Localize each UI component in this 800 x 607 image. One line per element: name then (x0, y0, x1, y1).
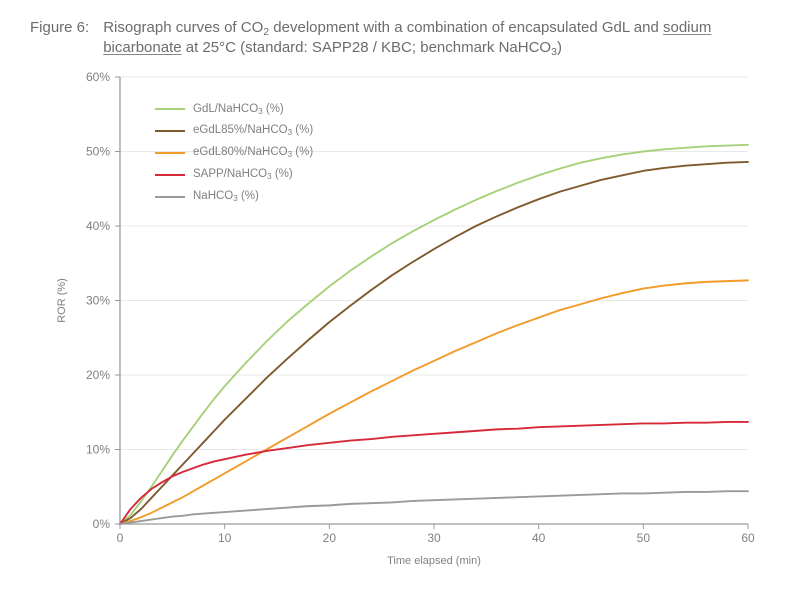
series-line (120, 161, 748, 523)
legend-label: GdL/NaHCO3 (%) (193, 99, 284, 121)
figure-title: Risograph curves of CO2 development with… (103, 18, 770, 59)
legend-swatch (155, 196, 185, 198)
legend-swatch (155, 108, 185, 110)
svg-text:30: 30 (427, 531, 441, 545)
figure-title-row: Figure 6: Risograph curves of CO2 develo… (30, 18, 770, 59)
svg-text:60%: 60% (86, 70, 110, 84)
legend-label: NaHCO3 (%) (193, 186, 259, 208)
svg-text:40%: 40% (86, 219, 110, 233)
figure-label: Figure 6: (30, 18, 89, 36)
legend: GdL/NaHCO3 (%)eGdL85%/NaHCO3 (%)eGdL80%/… (155, 99, 313, 208)
legend-swatch (155, 152, 185, 154)
legend-item: eGdL80%/NaHCO3 (%) (155, 142, 313, 164)
svg-text:0%: 0% (93, 517, 111, 531)
series-line (120, 421, 748, 523)
legend-item: eGdL85%/NaHCO3 (%) (155, 120, 313, 142)
svg-text:40: 40 (532, 531, 546, 545)
svg-text:0: 0 (117, 531, 124, 545)
legend-swatch (155, 130, 185, 132)
series-line (120, 280, 748, 524)
legend-label: SAPP/NaHCO3 (%) (193, 164, 293, 186)
svg-text:10: 10 (218, 531, 232, 545)
legend-label: eGdL85%/NaHCO3 (%) (193, 120, 313, 142)
svg-text:50%: 50% (86, 144, 110, 158)
svg-text:20%: 20% (86, 368, 110, 382)
figure-container: Figure 6: Risograph curves of CO2 develo… (0, 0, 800, 607)
svg-text:30%: 30% (86, 293, 110, 307)
svg-text:60: 60 (741, 531, 755, 545)
legend-item: SAPP/NaHCO3 (%) (155, 164, 313, 186)
legend-item: NaHCO3 (%) (155, 186, 313, 208)
series-line (120, 491, 748, 524)
legend-swatch (155, 174, 185, 176)
risograph-chart: 0% 10% 20% 30% 40% 50% 60% 0 10 20 30 40 50 60 Time el… (30, 69, 758, 579)
svg-text:ROR (%): ROR (%) (56, 278, 68, 323)
legend-label: eGdL80%/NaHCO3 (%) (193, 142, 313, 164)
svg-text:20: 20 (323, 531, 337, 545)
svg-text:50: 50 (637, 531, 651, 545)
svg-text:10%: 10% (86, 442, 110, 456)
svg-text:Time elapsed (min): Time elapsed (min) (387, 555, 481, 567)
legend-item: GdL/NaHCO3 (%) (155, 99, 313, 121)
chart-wrap: 0% 10% 20% 30% 40% 50% 60% 0 10 20 30 40 50 60 Time el… (30, 69, 758, 579)
